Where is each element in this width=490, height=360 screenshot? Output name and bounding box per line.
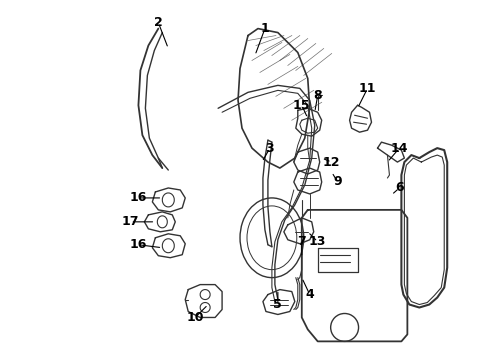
Text: 2: 2: [154, 16, 163, 29]
Text: 1: 1: [261, 22, 270, 35]
Text: 16: 16: [130, 192, 147, 204]
Text: 16: 16: [130, 238, 147, 251]
Text: 9: 9: [333, 175, 342, 189]
Text: 15: 15: [293, 99, 311, 112]
Text: 13: 13: [309, 235, 326, 248]
Text: 17: 17: [122, 215, 139, 228]
Text: 12: 12: [323, 156, 341, 168]
Text: 5: 5: [273, 298, 282, 311]
Text: 6: 6: [395, 181, 404, 194]
Text: 11: 11: [359, 82, 376, 95]
Text: 4: 4: [305, 288, 314, 301]
Text: 8: 8: [314, 89, 322, 102]
Text: 3: 3: [266, 141, 274, 155]
Text: 7: 7: [297, 235, 306, 248]
Text: 10: 10: [186, 311, 204, 324]
Text: 14: 14: [391, 141, 408, 155]
